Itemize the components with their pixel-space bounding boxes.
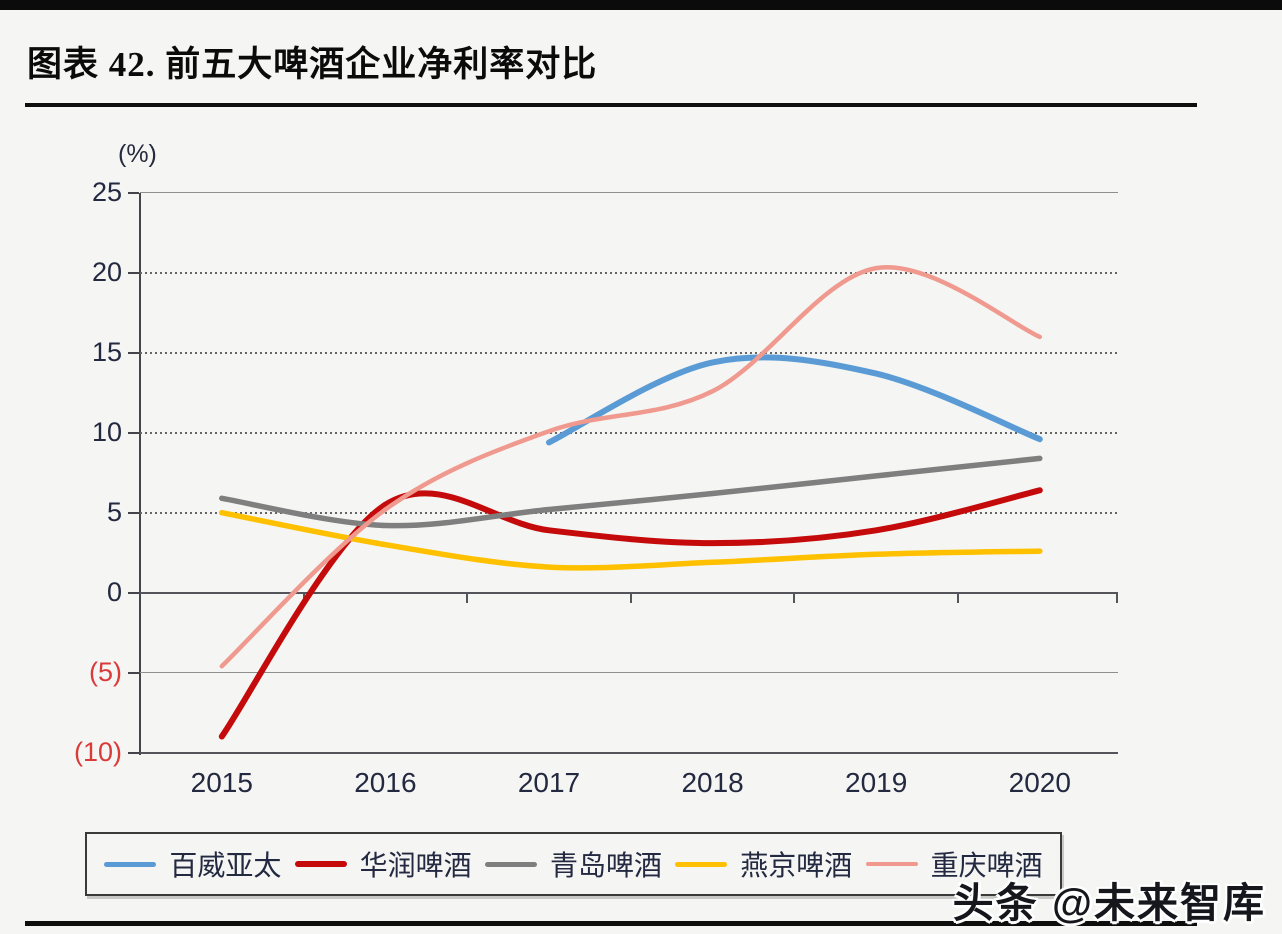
legend-item: 百威亚太	[104, 844, 281, 884]
y-tick-label: 25	[91, 177, 122, 207]
y-axis-tick	[128, 192, 139, 194]
y-axis-tick	[128, 431, 139, 434]
x-tick-label: 2015	[190, 766, 253, 798]
legend-line-swatch	[484, 861, 537, 867]
legend-item: 青岛啤酒	[484, 844, 662, 884]
y-tick-label: 10	[91, 416, 122, 447]
series-line-青岛啤酒	[219, 455, 1043, 529]
y-axis-tick	[128, 511, 139, 514]
y-tick-label: (10)	[73, 736, 122, 767]
gridline	[140, 751, 1118, 754]
legend-line-swatch	[294, 861, 347, 867]
chart-title: 图表 42. 前五大啤酒企业净利率对比	[27, 45, 598, 84]
gridline	[140, 271, 1118, 274]
x-axis-end-tick	[1116, 592, 1118, 603]
legend-line-swatch	[675, 861, 728, 867]
x-tick-label: 2016	[354, 766, 417, 798]
legend-label: 华润啤酒	[359, 850, 472, 881]
gridline	[140, 351, 1118, 354]
legend-label: 燕京啤酒	[740, 850, 853, 881]
series-line-重庆啤酒	[219, 265, 1043, 669]
chart-legend: 百威亚太 华润啤酒 青岛啤酒 燕京啤酒 重庆啤酒	[85, 832, 1062, 896]
x-tick-label: 2017	[517, 766, 581, 798]
y-tick-label: (5)	[89, 656, 122, 687]
x-axis-tick	[793, 592, 796, 603]
y-tick-label: 5	[106, 496, 122, 527]
x-tick-label: 2019	[845, 766, 908, 798]
series-line-华润啤酒	[218, 487, 1043, 740]
bottom-divider-bar	[25, 921, 1197, 926]
x-axis-tick	[466, 592, 469, 603]
y-axis-tick	[128, 271, 139, 274]
series-line-燕京啤酒	[219, 509, 1043, 571]
y-axis-tick	[128, 751, 139, 754]
y-axis-tick	[128, 351, 139, 354]
legend-item: 重庆啤酒	[865, 844, 1043, 884]
y-tick-label: 15	[91, 336, 122, 367]
top-divider-bar	[0, 0, 1282, 10]
gridline	[140, 192, 1118, 193]
gridline	[140, 431, 1118, 434]
y-tick-label: 20	[91, 256, 122, 287]
gridline	[140, 591, 1118, 594]
legend-label: 青岛啤酒	[549, 850, 662, 881]
title-underline	[25, 103, 1197, 107]
y-axis-tick	[128, 591, 139, 594]
series-line-百威亚太	[546, 354, 1043, 446]
legend-line-swatch	[104, 861, 157, 867]
gridline	[140, 671, 1118, 673]
legend-label: 百威亚太	[169, 850, 282, 881]
legend-item: 燕京啤酒	[675, 844, 852, 884]
y-axis-unit-label: (%)	[118, 140, 157, 168]
x-axis-tick	[629, 592, 632, 603]
y-axis-tick	[128, 671, 139, 674]
y-tick-label: 0	[106, 576, 122, 607]
x-axis-tick	[957, 592, 959, 603]
legend-label: 重庆啤酒	[930, 850, 1043, 881]
x-tick-label: 2020	[1008, 766, 1071, 798]
y-axis-line	[139, 193, 141, 755]
watermark: 头条 @未来智库	[952, 880, 1266, 926]
x-tick-label: 2018	[681, 766, 744, 798]
legend-line-swatch	[865, 862, 918, 866]
gridline	[140, 511, 1118, 514]
legend-item: 华润啤酒	[294, 844, 472, 884]
